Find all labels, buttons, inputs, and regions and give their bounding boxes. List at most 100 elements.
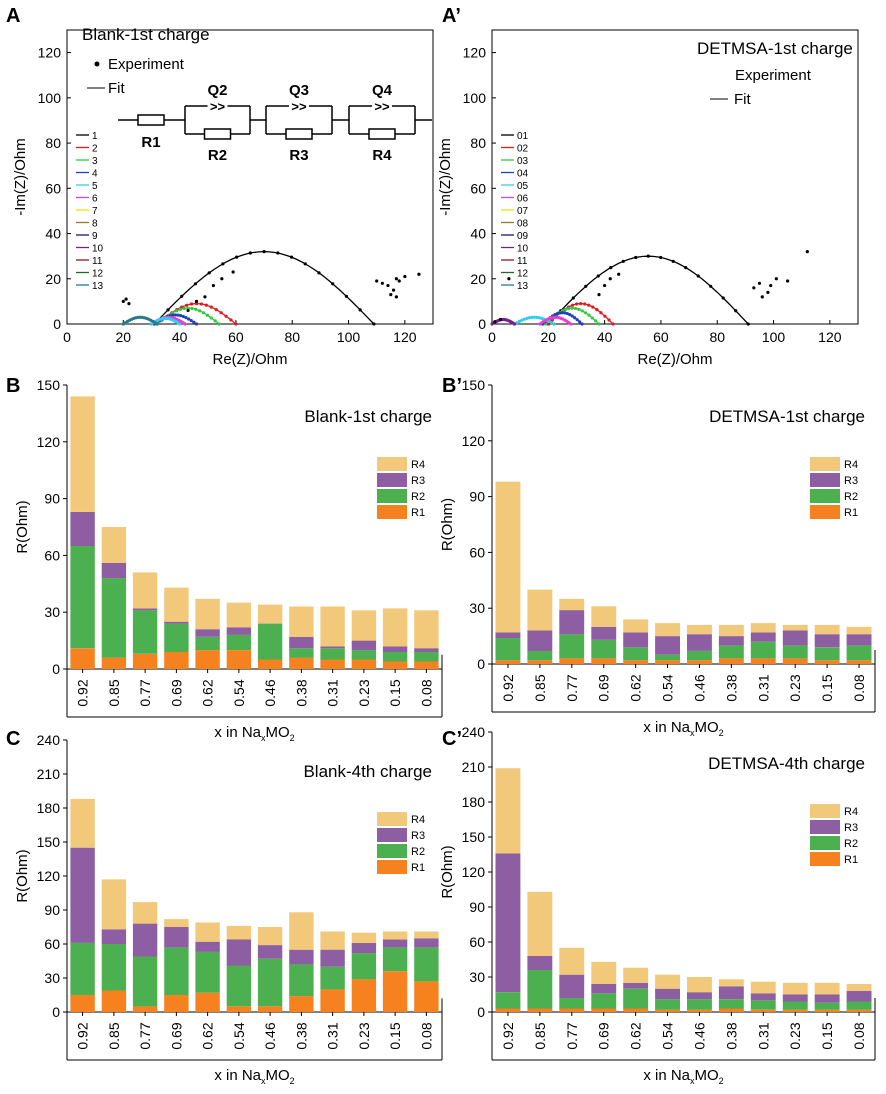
bar-segment-r3 (495, 853, 521, 993)
experiment-point (570, 303, 575, 307)
experiment-point (178, 307, 182, 311)
experiment-point (358, 308, 362, 312)
bar-segment-r1 (164, 995, 189, 1012)
x-axis-title: x in NaxMO2 (643, 719, 723, 738)
x-tick-label: 0.69 (168, 1022, 184, 1049)
experiment-point (696, 274, 700, 278)
bar-segment-r4 (559, 598, 585, 611)
x-axis-title: Re(Z)/Ohm (638, 351, 713, 368)
bar-segment-r1 (782, 658, 808, 664)
y-tick-label: 40 (470, 226, 486, 242)
y-axis-title: R(Ohm) (439, 498, 456, 551)
bar-segment-r2 (814, 1002, 840, 1010)
bar-segment-r3 (414, 648, 439, 652)
bar-segment-r1 (750, 1009, 776, 1012)
experiment-point (512, 322, 517, 326)
series-legend-label: 9 (92, 231, 98, 242)
x-tick-label: 0.85 (106, 679, 122, 706)
bar-segment-r2 (655, 654, 680, 661)
experiment-point (179, 314, 183, 318)
x-tick-label: 0.08 (851, 1022, 867, 1049)
bar-segment-r2 (655, 999, 680, 1010)
nyquist-panel-a: 0 20 40 60 80 100 120 0 20 40 60 80 100 120 Re(Z)/Ohm -… (12, 25, 434, 368)
y-tick-label: 120 (462, 864, 486, 880)
series-legend-label: 11 (517, 256, 528, 267)
plot-frame (491, 29, 859, 325)
experiment-point (571, 296, 575, 300)
bar-segment-r2 (351, 953, 377, 980)
circuit-label: R2 (208, 147, 227, 164)
x-axis-title: Re(Z)/Ohm (213, 351, 288, 368)
bar-segment-r2 (195, 636, 220, 651)
y-tick-label: 120 (38, 45, 62, 61)
bar-segment-r3 (782, 994, 808, 1002)
experiment-point (567, 306, 571, 311)
chart-title: Blank-1st charge (304, 407, 432, 426)
bar-segment-r1 (559, 1008, 585, 1012)
bar-segment-r4 (591, 606, 617, 627)
legend-label-r4: R4 (844, 459, 858, 471)
x-tick-label: 60 (653, 329, 669, 345)
experiment-point (124, 297, 128, 301)
experiment-point (578, 320, 582, 324)
bar-segment-r1 (289, 657, 314, 669)
experiment-point (331, 282, 335, 286)
series-legend-label: 13 (92, 281, 104, 292)
bar-segment-r4 (289, 912, 314, 950)
series-legend-label: 10 (517, 244, 529, 255)
y-tick-label: 150 (37, 834, 61, 850)
legend-swatch-r2 (810, 836, 840, 850)
x-tick-label: 0.31 (755, 1022, 771, 1049)
bar-segment-r4 (559, 947, 585, 975)
experiment-point (192, 320, 196, 324)
experiment-point (248, 251, 252, 255)
y-tick-label: 0 (53, 316, 61, 332)
circuit-cpe-symbol: >> (291, 99, 307, 114)
series-legend-label: 5 (92, 181, 98, 192)
experiment-point (303, 262, 307, 266)
experiment-point (520, 318, 524, 322)
bar-segment-r4 (655, 974, 680, 989)
circuit-label: R1 (141, 134, 160, 151)
experiment-point (611, 322, 615, 326)
bar-segment-r2 (559, 998, 585, 1009)
bar-segment-r2 (320, 648, 345, 660)
experiment-point (721, 296, 725, 300)
bar-segment-r3 (559, 974, 585, 998)
series-legend-label: 2 (92, 144, 98, 155)
experiment-point (577, 307, 581, 311)
bar-segment-r2 (687, 651, 712, 661)
bar-segment-r1 (70, 648, 95, 669)
x-tick-label: 0.15 (819, 674, 835, 701)
experiment-point (194, 322, 199, 326)
bar-segment-r3 (591, 984, 617, 994)
bar-segment-r1 (164, 652, 189, 669)
experiment-point (579, 302, 583, 306)
y-tick-label: 100 (38, 90, 62, 106)
x-tick-label: 0.92 (500, 674, 516, 701)
bar-segment-r2 (164, 623, 189, 652)
experiment-point (386, 283, 390, 288)
bar-segment-r2 (132, 610, 158, 654)
experiment-point (634, 255, 638, 260)
bar-segment-r2 (226, 965, 252, 1007)
experiment-point (540, 316, 544, 320)
bar-segment-r3 (623, 632, 649, 648)
bar-segment-r4 (750, 623, 776, 633)
x-tick-label: 40 (172, 329, 188, 345)
experiment-point (552, 322, 556, 326)
experiment-point (522, 317, 526, 321)
bar-segment-r4 (495, 481, 521, 633)
bar-segment-r1 (132, 1006, 158, 1012)
experiment-point (121, 299, 125, 303)
bar-segment-r3 (70, 847, 95, 943)
legend-label-r2: R2 (411, 846, 425, 858)
bar-segment-r1 (289, 996, 314, 1012)
bar-segment-r2 (101, 578, 127, 658)
bar-segment-r3 (814, 634, 840, 648)
x-tick-label: 0.92 (75, 679, 91, 706)
y-tick-label: 60 (469, 544, 485, 560)
bar-segment-r1 (591, 658, 617, 664)
bar-segment-r1 (414, 981, 439, 1012)
experiment-point (527, 316, 531, 320)
